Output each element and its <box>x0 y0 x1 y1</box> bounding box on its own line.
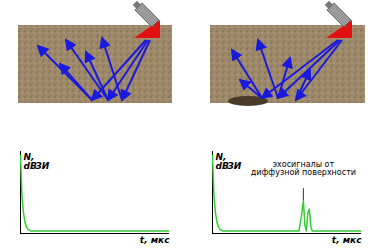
html-text:N,: N, <box>23 151 35 162</box>
svg-text:эхосигналы отдиффузной поверхн: эхосигналы отдиффузной поверхности <box>251 160 356 177</box>
svg-text:t, мкс: t, мкс <box>332 235 362 245</box>
svg-text:ЗИ: ЗИ <box>35 161 49 171</box>
svg-text:t, мкс: t, мкс <box>140 235 170 245</box>
html-text:dB: dB <box>23 160 37 171</box>
svg-text:ЗИ: ЗИ <box>227 161 241 171</box>
html-text:dB: dB <box>215 160 229 171</box>
html-text:N,: N, <box>215 151 227 162</box>
